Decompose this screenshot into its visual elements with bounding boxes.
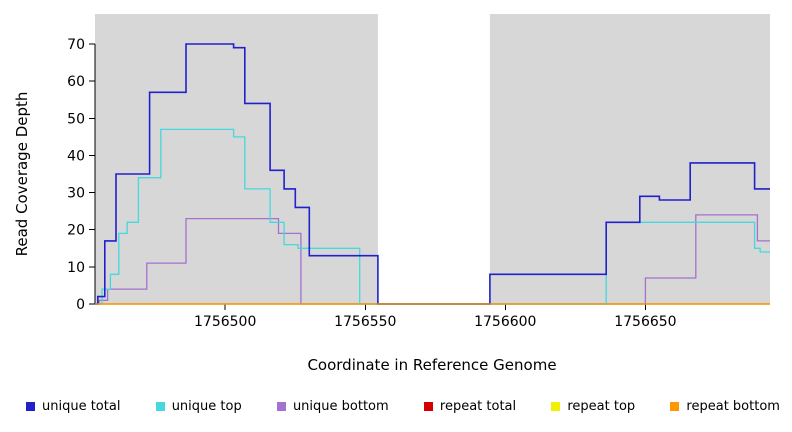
legend-label-repeat-top: repeat top <box>567 399 636 414</box>
legend-item-unique-bottom: unique bottom <box>276 399 389 414</box>
x-tick-label: 1756500 <box>194 314 256 330</box>
series-unique-total <box>95 43 770 305</box>
y-tick-label: 20 <box>67 223 85 239</box>
legend-swatch-repeat-top <box>551 402 561 411</box>
shaded-region <box>95 14 378 304</box>
legend-label-unique-top: unique top <box>171 399 242 414</box>
y-tick-label: 70 <box>67 37 85 53</box>
x-tick-label: 1756650 <box>614 314 676 330</box>
legend-item-unique-top: unique top <box>155 399 242 414</box>
x-tick-label: 1756550 <box>334 314 396 330</box>
legend-swatch-unique-total <box>26 402 35 411</box>
y-tick-label: 60 <box>67 74 85 90</box>
legend-swatch-repeat-total <box>423 402 433 411</box>
y-tick-label: 50 <box>67 111 85 127</box>
legend-item-repeat-bottom: repeat bottom <box>670 399 780 414</box>
shaded-region <box>489 14 770 304</box>
shaded-regions-layer <box>95 14 770 304</box>
legend-label-repeat-total: repeat total <box>439 399 517 414</box>
axes-layer: 1756500 1756550 1756600 1756650 0 10 20 30 40 50 6… <box>67 37 770 330</box>
legend-swatch-unique-top <box>155 402 165 411</box>
legend-swatch-repeat-bottom <box>670 402 680 411</box>
y-tick-label: 30 <box>67 186 85 202</box>
series-unique-bottom <box>95 214 770 305</box>
legend-item-repeat-total: repeat total <box>423 399 517 414</box>
y-tick-label: 10 <box>67 260 85 276</box>
y-tick-label: 40 <box>67 148 85 164</box>
x-axis-label: Coordinate in Reference Genome <box>307 356 556 374</box>
legend-label-repeat-bottom: repeat bottom <box>686 399 780 414</box>
y-tick-label: 0 <box>76 297 85 313</box>
y-axis-label: Read Coverage Depth <box>13 92 31 257</box>
plot-area: 1756500 1756550 1756600 1756650 0 10 20 30 40 50 6… <box>13 14 770 374</box>
legend-item-repeat-top: repeat top <box>551 399 635 414</box>
legend-swatch-unique-bottom <box>276 402 286 411</box>
legend-label-unique-total: unique total <box>42 399 121 414</box>
x-tick-label: 1756600 <box>474 314 536 330</box>
legend: unique total unique top unique bottom repea… <box>26 399 780 414</box>
legend-item-unique-total: unique total <box>26 399 120 414</box>
series-layer <box>95 43 770 305</box>
legend-label-unique-bottom: unique bottom <box>292 399 389 414</box>
